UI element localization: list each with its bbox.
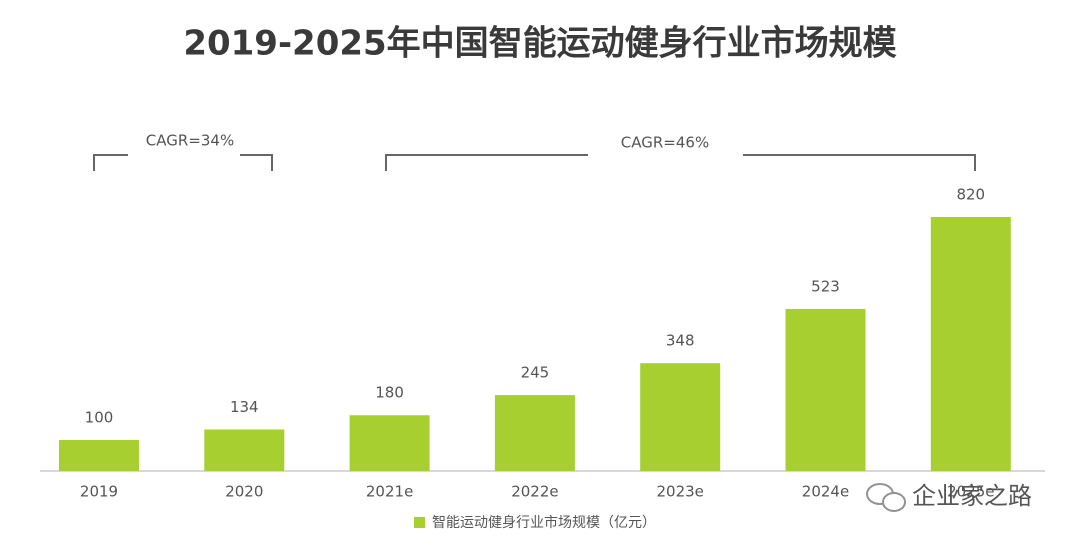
- watermark-icon: [866, 483, 906, 512]
- bar: [59, 440, 139, 471]
- bracket: [93, 154, 128, 171]
- bar: [785, 308, 866, 471]
- watermark: 企业家之路: [912, 482, 1032, 510]
- legend-label: 智能运动健身行业市场规模（亿元）: [432, 514, 656, 531]
- chart-title: 2019-2025年中国智能运动健身行业市场规模: [183, 24, 896, 64]
- value-label: 523: [811, 277, 840, 295]
- value-label: 820: [956, 186, 985, 204]
- value-label: 134: [230, 398, 259, 416]
- annotation: CAGR=34%: [146, 132, 234, 150]
- value-label: 100: [85, 409, 114, 427]
- annotation: CAGR=46%: [621, 134, 709, 152]
- x-tick-label: 2022e: [511, 483, 558, 501]
- x-tick-label: 2019: [80, 483, 118, 501]
- x-tick-label: 2020: [225, 483, 263, 501]
- bracket: [385, 154, 588, 171]
- value-label: 348: [666, 332, 695, 350]
- bar: [349, 415, 430, 471]
- bracket: [240, 154, 273, 171]
- legend-swatch: [414, 517, 425, 528]
- bar: [930, 217, 1011, 471]
- value-label: 245: [521, 364, 550, 382]
- bar: [640, 363, 721, 471]
- value-label: 180: [375, 384, 404, 402]
- bracket: [743, 154, 976, 171]
- x-tick-label: 2021e: [366, 483, 413, 501]
- bar: [494, 395, 575, 471]
- x-tick-label: 2023e: [656, 483, 703, 501]
- x-tick-label: 2025e: [947, 483, 994, 501]
- x-tick-label: 2024e: [802, 483, 849, 501]
- bar: [204, 429, 285, 471]
